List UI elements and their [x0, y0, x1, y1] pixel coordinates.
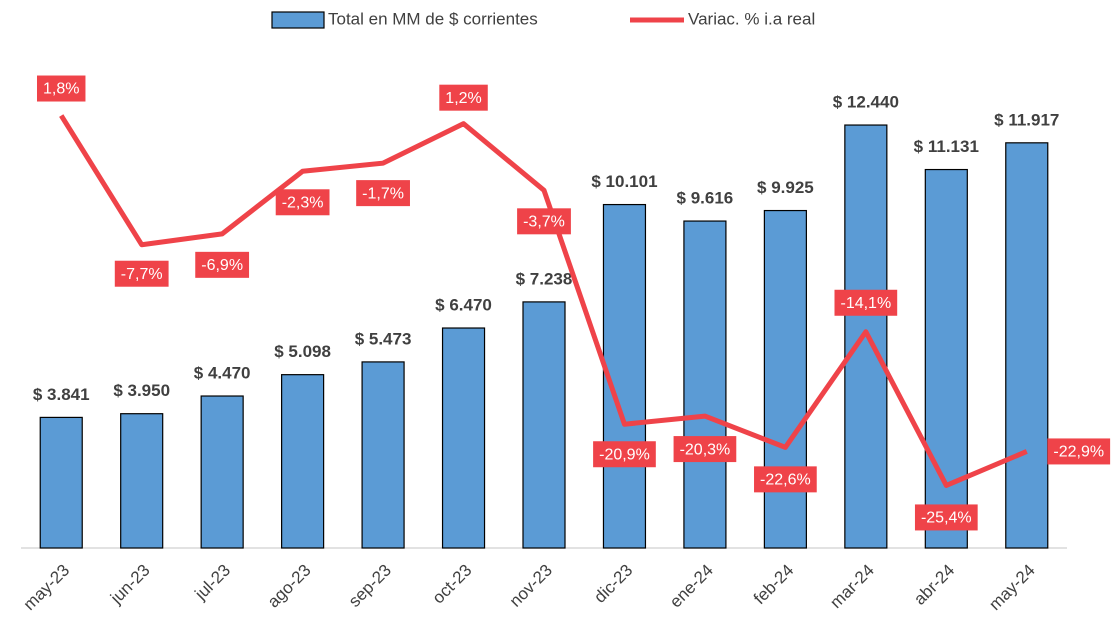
line-value-label: -7,7%	[114, 260, 169, 287]
line-value-label: -22,9%	[1047, 438, 1111, 465]
line-value-label-text: 1,8%	[43, 81, 79, 98]
line-value-label: -14,1%	[834, 289, 898, 316]
x-tick-label: dic-23	[590, 561, 636, 607]
label-box	[356, 180, 410, 207]
line-value-label: -1,7%	[356, 180, 410, 207]
line-value-label: 1,2%	[439, 84, 488, 111]
bar	[924, 168, 968, 549]
x-tick-label: mar-24	[826, 561, 878, 613]
line-value-label-text: -22,9%	[1053, 444, 1104, 461]
bar	[200, 395, 244, 549]
label-box	[114, 260, 169, 287]
x-tick-label: sep-23	[345, 561, 395, 611]
bar	[441, 327, 486, 549]
label-box	[275, 189, 330, 216]
x-tick-label: abr-24	[910, 561, 958, 609]
bar-value-label: $ 4.470	[194, 364, 251, 383]
line-value-label: -25,4%	[914, 504, 978, 531]
label-box	[439, 84, 488, 111]
bar	[281, 374, 325, 549]
bar-value-label: $ 11.917	[994, 110, 1059, 129]
x-tick-label: ago-23	[264, 561, 315, 612]
line-value-label-text: -14,1%	[840, 295, 891, 312]
bar-value-label: $ 9.616	[677, 189, 734, 208]
bar-value-label: $ 11.131	[914, 137, 979, 156]
bar-value-label: $ 5.473	[355, 329, 412, 348]
x-tick-label: oct-23	[429, 561, 476, 608]
line-value-label-text: -2,3%	[282, 194, 324, 211]
line-value-label-text: -3,7%	[523, 214, 565, 231]
bar-value-label: $ 12.440	[833, 93, 899, 112]
line-value-label: -20,3%	[673, 436, 737, 463]
bar	[361, 361, 405, 549]
line-value-label-text: -6,9%	[201, 257, 243, 274]
x-tick-label: may-23	[20, 561, 74, 615]
bar	[763, 209, 807, 549]
line-value-label: -2,3%	[275, 189, 330, 216]
line-value-label-text: -1,7%	[362, 185, 404, 202]
x-tick-label: jun-23	[106, 561, 154, 609]
legend-label: Variac. % i.a real	[688, 9, 815, 28]
bar	[1005, 142, 1049, 549]
bar-value-label: $ 9.925	[757, 178, 814, 197]
bar-value-label: $ 7.238	[516, 269, 573, 288]
line-value-label: -20,9%	[593, 441, 656, 468]
x-tick-label: feb-24	[750, 561, 798, 609]
line-value-label-text: -22,6%	[760, 472, 811, 489]
bar-value-label: $ 6.470	[435, 296, 492, 315]
x-tick-label: may-24	[985, 561, 1039, 615]
line-value-label: -22,6%	[754, 466, 817, 493]
line-value-label: 1,8%	[36, 75, 86, 102]
bar-value-label: $ 3.841	[33, 385, 90, 404]
bar-value-label: $ 3.950	[113, 381, 170, 400]
line	[59, 114, 1028, 488]
x-tick-label: jul-23	[191, 561, 235, 605]
label-box	[914, 504, 978, 531]
label-box	[834, 289, 898, 316]
x-tick-label: ene-24	[666, 561, 717, 612]
line-value-label: -6,9%	[195, 251, 250, 278]
line-value-label-text: -25,4%	[921, 510, 972, 527]
line-value-label-text: -7,7%	[121, 266, 163, 283]
bar-value-label: $ 5.098	[274, 342, 331, 361]
bar	[522, 301, 566, 549]
bar	[39, 416, 83, 549]
label-box	[1047, 438, 1111, 465]
label-box	[517, 208, 571, 235]
bar-value-label: $ 10.101	[591, 172, 657, 191]
label-box	[195, 251, 250, 278]
label-box	[36, 75, 86, 102]
line-value-label: -3,7%	[517, 208, 571, 235]
line-value-label-text: -20,9%	[599, 446, 650, 463]
label-box	[754, 466, 817, 493]
legend-label: Total en MM de $ corrientes	[328, 9, 538, 28]
line-value-label-text: -20,3%	[680, 441, 731, 458]
x-tick-label: nov-23	[506, 561, 556, 611]
legend-swatch-bar	[271, 11, 325, 29]
label-box	[593, 441, 656, 468]
bar	[120, 413, 164, 549]
label-box	[673, 436, 737, 463]
bar	[683, 220, 727, 549]
line-value-label-text: 1,2%	[445, 90, 481, 107]
